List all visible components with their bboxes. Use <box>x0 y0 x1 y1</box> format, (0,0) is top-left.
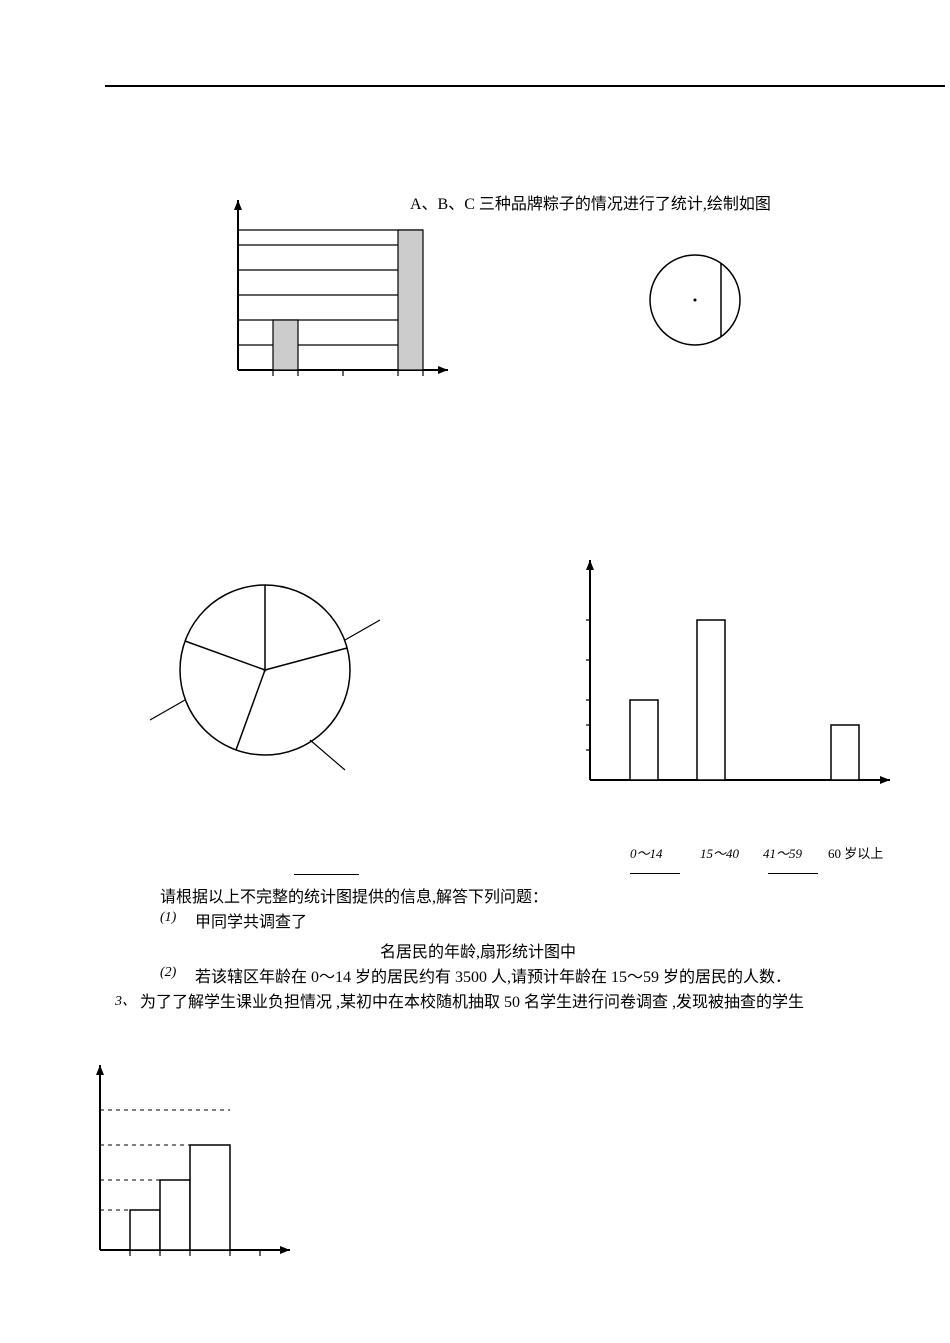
chart4-xlabel-1: 15～40 <box>700 843 739 862</box>
top-horizontal-rule <box>105 85 945 87</box>
chart4-xlabel-0: 0～14 <box>630 843 663 862</box>
chart4-underline-1 <box>768 873 818 874</box>
q1-prefix: (1) <box>160 910 176 926</box>
chart-1-bar <box>223 200 463 400</box>
q3-text: 为了了解学生课业负担情况 ,某初中在本校随机抽取 50 名学生进行问卷调查 ,发… <box>140 988 804 1012</box>
chart-4-bar <box>570 560 910 810</box>
chart4-xlabel-2: 41～59 <box>763 843 802 862</box>
intro-line-1: A、B、C 三种品牌粽子的情况进行了统计,绘制如图 <box>410 190 771 214</box>
chart-5-bar <box>80 1060 310 1270</box>
chart4-xlabel-3: 60 岁以上 <box>828 843 883 862</box>
q2-text: 若该辖区年龄在 0～14 岁的居民约有 3500 人,请预计年龄在 15～59 … <box>195 963 791 987</box>
chart-3-pie <box>140 570 400 790</box>
blank-overline <box>294 874 359 875</box>
q1-line1: 甲同学共调查了 <box>195 908 307 932</box>
q3-prefix: 3、 <box>115 990 136 1010</box>
chart4-underline-0 <box>630 873 680 874</box>
q2-prefix: (2) <box>160 965 176 981</box>
chart-2-circle <box>640 250 750 360</box>
q1-line2: 名居民的年龄,扇形统计图中 <box>380 938 576 962</box>
q-intro: 请根据以上不完整的统计图提供的信息,解答下列问题： <box>160 883 548 907</box>
